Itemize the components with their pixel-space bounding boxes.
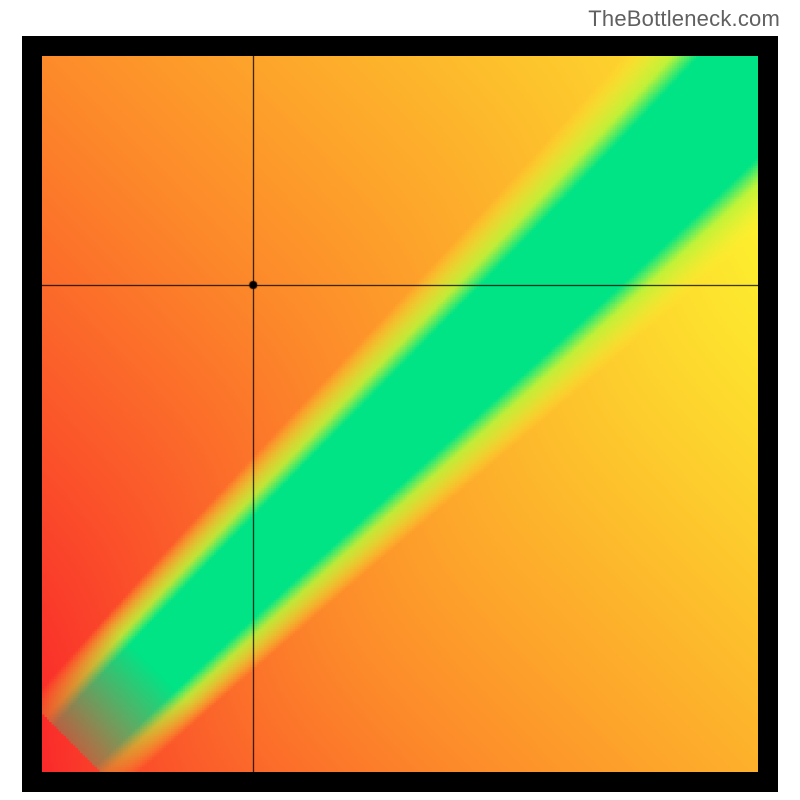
watermark-text: TheBottleneck.com	[588, 6, 780, 32]
crosshair-overlay	[42, 56, 758, 772]
chart-container: TheBottleneck.com	[0, 0, 800, 800]
